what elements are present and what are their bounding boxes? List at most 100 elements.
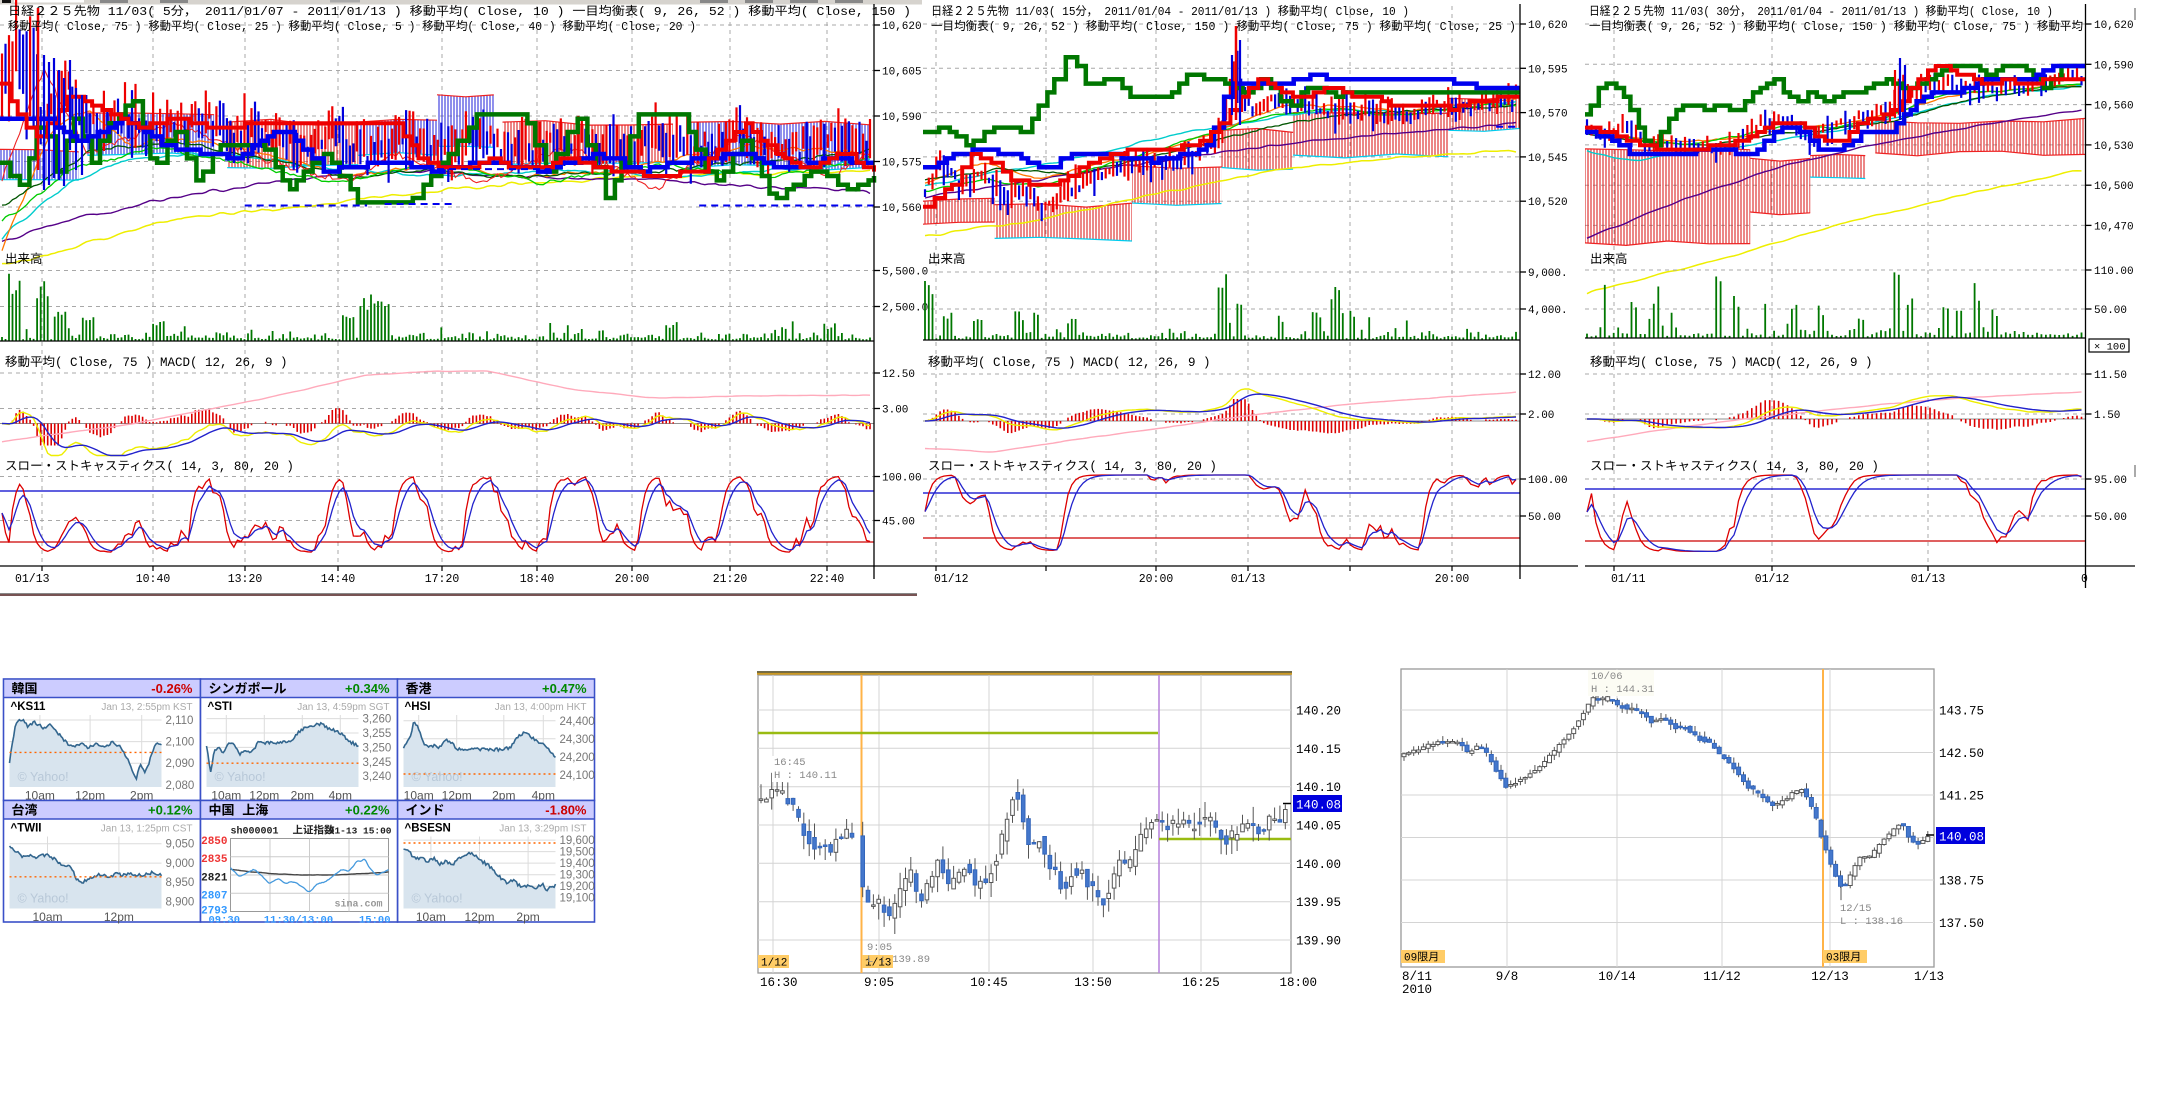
svg-text:韓国: 韓国 <box>12 678 38 697</box>
svg-text:01/13: 01/13 <box>15 570 50 586</box>
svg-text:03限月: 03限月 <box>1826 949 1861 965</box>
svg-text:20:00: 20:00 <box>1435 570 1470 586</box>
svg-text:138.75: 138.75 <box>1939 875 1984 889</box>
svg-text:10,560: 10,560 <box>2094 97 2134 113</box>
svg-text:2,080: 2,080 <box>166 780 195 792</box>
svg-text:139.95: 139.95 <box>1296 896 1341 910</box>
svg-text:15:00: 15:00 <box>359 915 391 927</box>
svg-text:9:05: 9:05 <box>867 942 892 954</box>
svg-text:10,590: 10,590 <box>882 108 922 124</box>
svg-text:8/11: 8/11 <box>1402 970 1432 984</box>
svg-text:110.00: 110.00 <box>2094 262 2134 278</box>
svg-text:© Yahoo!: © Yahoo! <box>215 770 266 784</box>
svg-text:2,090: 2,090 <box>166 758 195 770</box>
svg-text:12.00: 12.00 <box>1528 366 1561 382</box>
svg-text:sina.com: sina.com <box>334 899 382 911</box>
svg-text:140.05: 140.05 <box>1296 820 1341 834</box>
svg-text:01/13: 01/13 <box>1911 570 1946 586</box>
svg-text:9/8: 9/8 <box>1496 970 1519 984</box>
svg-text:移動平均( Close, 75 ) MACD( 12,: 移動平均( Close, 75 ) MACD( 12, 26, 9 ) <box>928 351 1211 370</box>
svg-text:2pm: 2pm <box>130 789 153 803</box>
svg-text:10am: 10am <box>404 789 434 803</box>
svg-text:9,050: 9,050 <box>166 839 195 851</box>
svg-text:10am: 10am <box>416 910 446 924</box>
svg-text:H : 140.11: H : 140.11 <box>774 770 837 782</box>
svg-text:Jan 13, 4:00pm HKT: Jan 13, 4:00pm HKT <box>495 702 587 713</box>
svg-text:+0.47%: +0.47% <box>542 681 587 696</box>
svg-text:Jan 13, 4:59pm SGT: Jan 13, 4:59pm SGT <box>297 702 389 713</box>
svg-text:© Yahoo!: © Yahoo! <box>412 892 463 906</box>
svg-text:0: 0 <box>2081 570 2088 586</box>
svg-text:24,400: 24,400 <box>560 716 595 728</box>
svg-text:1/13: 1/13 <box>1914 970 1944 984</box>
svg-text:香港: 香港 <box>406 678 432 697</box>
svg-text:95.00: 95.00 <box>2094 471 2127 487</box>
svg-text:3,245: 3,245 <box>363 757 392 769</box>
svg-text:142.50: 142.50 <box>1939 747 1984 761</box>
svg-text:2,100: 2,100 <box>166 737 195 749</box>
svg-text:16:45: 16:45 <box>774 757 806 769</box>
svg-text:H : 144.31: H : 144.31 <box>1591 684 1654 696</box>
svg-text:2821: 2821 <box>201 873 228 885</box>
svg-text:× 100: × 100 <box>2094 339 2126 354</box>
svg-text:Jan 13, 3:29pm IST: Jan 13, 3:29pm IST <box>499 824 586 835</box>
svg-text:出来高: 出来高 <box>5 248 43 267</box>
svg-text:2,110: 2,110 <box>166 715 194 727</box>
svg-text:12pm: 12pm <box>104 910 134 924</box>
svg-text:45.00: 45.00 <box>882 513 915 529</box>
svg-text:中国 上海: 中国 上海 <box>209 800 269 819</box>
svg-text:^HSI: ^HSI <box>405 701 431 713</box>
svg-text:2835: 2835 <box>201 854 228 866</box>
svg-text:8,900: 8,900 <box>166 896 195 908</box>
svg-text:スロー・ストキャスティクス( 14, 3, 80, 20 ): スロー・ストキャスティクス( 14, 3, 80, 20 ) <box>1590 455 1879 474</box>
svg-text:2850: 2850 <box>201 836 227 848</box>
svg-text:台湾: 台湾 <box>12 800 38 819</box>
svg-text:16:25: 16:25 <box>1182 976 1220 990</box>
svg-text:Jan 13, 1:25pm CST: Jan 13, 1:25pm CST <box>101 824 193 835</box>
svg-text:21:20: 21:20 <box>713 570 748 586</box>
svg-text:11/12: 11/12 <box>1703 970 1741 984</box>
svg-text:移動平均( Close, 75 ) MACD( 12,: 移動平均( Close, 75 ) MACD( 12, 26, 9 ) <box>1590 351 1873 370</box>
svg-text:19,100: 19,100 <box>560 893 595 905</box>
svg-text:22:40: 22:40 <box>810 570 845 586</box>
svg-text:10/14: 10/14 <box>1598 970 1636 984</box>
svg-text:20:00: 20:00 <box>1139 570 1174 586</box>
svg-text:12pm: 12pm <box>442 789 472 803</box>
svg-text:10,620: 10,620 <box>1528 16 1568 32</box>
svg-text:13:20: 13:20 <box>228 570 263 586</box>
svg-text:10,595: 10,595 <box>1528 60 1568 76</box>
svg-text:-0.26%: -0.26% <box>151 681 193 696</box>
svg-text:3.00: 3.00 <box>882 401 908 417</box>
svg-text:12/13: 12/13 <box>1811 970 1849 984</box>
svg-text:12.50: 12.50 <box>882 365 915 381</box>
svg-text:2.00: 2.00 <box>1528 406 1554 422</box>
svg-text:© Yahoo!: © Yahoo! <box>18 892 69 906</box>
svg-text:移動平均( Close, 75 ) MACD( 12,: 移動平均( Close, 75 ) MACD( 12, 26, 9 ) <box>5 351 288 370</box>
svg-text:140.08: 140.08 <box>1939 831 1984 845</box>
svg-text:11.50: 11.50 <box>2094 366 2127 382</box>
svg-text:100.00: 100.00 <box>882 469 922 485</box>
svg-text:日経２２５先物 11/03( 15分， 2011/01/04: 日経２２５先物 11/03( 15分， 2011/01/04 - 2011/01… <box>931 2 1409 19</box>
svg-text:18:40: 18:40 <box>520 570 555 586</box>
svg-text:4pm: 4pm <box>532 789 555 803</box>
svg-text:01-13 15:00: 01-13 15:00 <box>329 826 392 837</box>
svg-text:1.50: 1.50 <box>2094 406 2120 422</box>
svg-text:10,560: 10,560 <box>882 199 922 215</box>
svg-text:2pm: 2pm <box>291 789 314 803</box>
svg-text:3,250: 3,250 <box>363 742 392 754</box>
svg-text:移動平均( Close, 75 ) 移動平均( Clo: 移動平均( Close, 75 ) 移動平均( Close, 25 ) 移動平均… <box>8 17 696 34</box>
svg-text:14:40: 14:40 <box>321 570 356 586</box>
svg-text:19,600: 19,600 <box>560 835 595 847</box>
svg-text:出来高: 出来高 <box>928 248 966 267</box>
svg-text:-1.80%: -1.80% <box>545 803 587 818</box>
svg-text:10:40: 10:40 <box>136 570 171 586</box>
svg-text:4pm: 4pm <box>329 789 352 803</box>
svg-text:© Yahoo!: © Yahoo! <box>412 770 463 784</box>
svg-text:2010: 2010 <box>1402 983 1432 997</box>
svg-text:1/13: 1/13 <box>865 958 891 970</box>
svg-text:+0.12%: +0.12% <box>148 803 193 818</box>
svg-text:+0.22%: +0.22% <box>345 803 390 818</box>
svg-text:17:20: 17:20 <box>425 570 460 586</box>
svg-text:9,000: 9,000 <box>166 858 195 870</box>
svg-text:10,520: 10,520 <box>1528 193 1568 209</box>
